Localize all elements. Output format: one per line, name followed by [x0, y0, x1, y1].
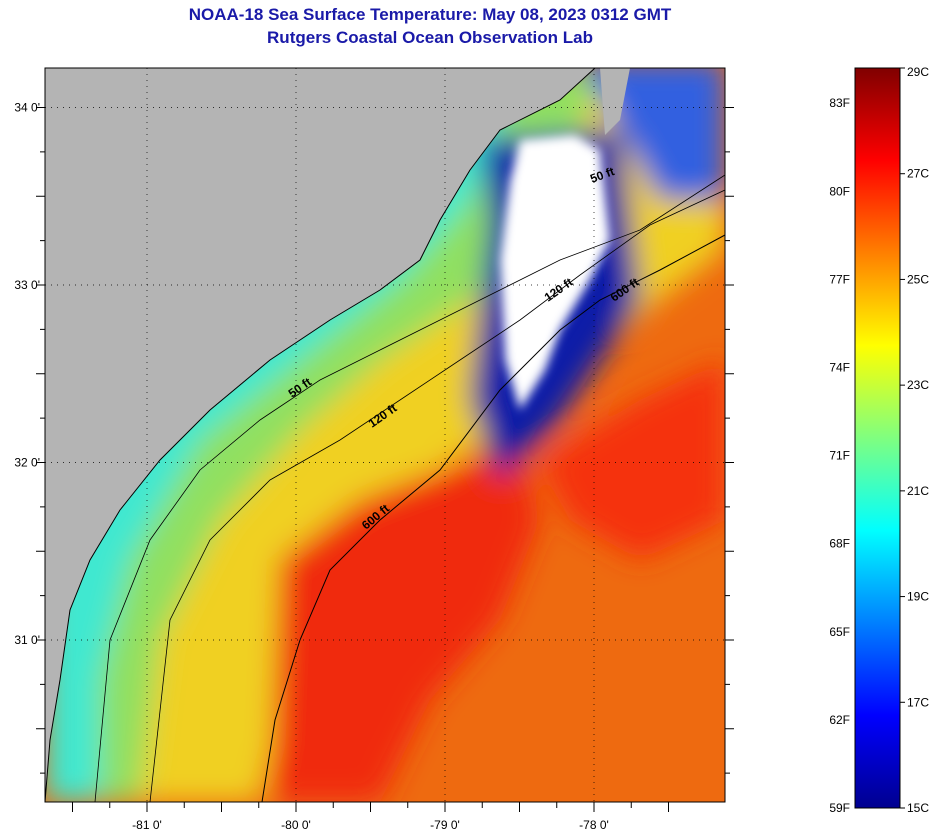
coastline	[45, 68, 596, 802]
chart-title: NOAA-18 Sea Surface Temperature: May 08,…	[188, 5, 672, 24]
colorbar	[854, 67, 901, 809]
fahrenheit-label: 77F	[829, 272, 850, 286]
fahrenheit-label: 71F	[829, 449, 850, 463]
map-frame	[44, 67, 726, 803]
lon-tick-label: -78 0'	[579, 818, 609, 832]
graticule	[45, 68, 725, 802]
fahrenheit-label: 80F	[829, 184, 850, 198]
contour-50ft	[94, 174, 725, 802]
contour-120ft	[149, 189, 725, 802]
celsius-label: 21C	[907, 484, 929, 498]
cloud-mask	[500, 135, 610, 410]
lon-tick-label: -80 0'	[281, 818, 311, 832]
celsius-label: 23C	[907, 378, 929, 392]
celsius-label: 19C	[907, 590, 929, 604]
fahrenheit-label: 62F	[829, 713, 850, 727]
celsius-label: 15C	[907, 801, 929, 815]
lon-tick-label: -79 0'	[430, 818, 460, 832]
fahrenheit-label: 68F	[829, 537, 850, 551]
celsius-label: 27C	[907, 167, 929, 181]
land	[45, 68, 595, 802]
fahrenheit-label: 83F	[829, 96, 850, 110]
lat-tick-label: 33 0'	[14, 278, 40, 292]
fahrenheit-label: 65F	[829, 625, 850, 639]
lat-tick-label: 31 0'	[14, 633, 40, 647]
fahrenheit-label: 59F	[829, 801, 850, 815]
contour-600ft	[261, 234, 725, 802]
fahrenheit-label: 74F	[829, 361, 850, 375]
celsius-label: 29C	[907, 65, 929, 79]
celsius-label: 17C	[907, 695, 929, 709]
lat-tick-label: 34 0'	[14, 101, 40, 115]
chart-subtitle: Rutgers Coastal Ocean Observation Lab	[267, 28, 593, 47]
lat-tick-label: 32 0'	[14, 456, 40, 470]
map-area: 50 ft 120 ft 600 ft 50 ft 120 ft 600 ft	[45, 68, 725, 802]
lon-tick-label: -81 0'	[132, 818, 162, 832]
celsius-label: 25C	[907, 272, 929, 286]
